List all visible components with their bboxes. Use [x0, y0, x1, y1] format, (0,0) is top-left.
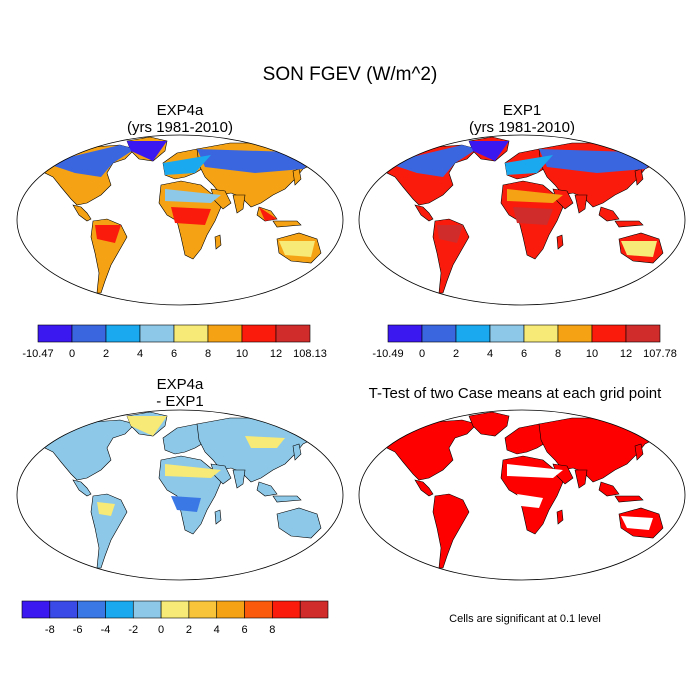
map-difference: [16, 409, 344, 581]
colorbar-tick-label: 8: [555, 348, 561, 360]
panel-4-title-line1: T-Test of two Case means at each grid po…: [368, 385, 662, 402]
colorbar-swatch: [216, 600, 245, 619]
colorbar-exp4a: -10.47 0 2 4 6 8 10 12 108.13: [22, 324, 327, 360]
colorbar-swatch: [387, 324, 423, 343]
significance-note: Cells are significant at 0.1 level: [449, 613, 601, 625]
panel-1-title-line2: (yrs 1981-2010): [127, 119, 233, 136]
colorbar-tick-label: 10: [586, 348, 598, 360]
colorbar-swatch: [173, 324, 209, 343]
colorbar-tick-label: 8: [269, 624, 275, 636]
colorbar-tick-label: 0: [158, 624, 164, 636]
colorbar-swatch: [489, 324, 525, 343]
colorbar-swatch: [557, 324, 593, 343]
colorbar-swatch: [455, 324, 491, 343]
figure-title: SON FGEV (W/m^2): [262, 64, 438, 85]
colorbar-swatch: [21, 600, 51, 619]
colorbar-swatch: [207, 324, 243, 343]
colorbar-tick-label: 0: [419, 348, 425, 360]
colorbar-tick-label: 0: [69, 348, 75, 360]
colorbar-swatch: [77, 600, 106, 619]
map-exp4a: [16, 134, 344, 306]
panel-3-title: EXP4a - EXP1: [15, 376, 345, 410]
colorbar-tick-label: 8: [205, 348, 211, 360]
colorbar-tick-label: 107.78: [643, 348, 677, 360]
panel-3-title-line2: - EXP1: [156, 393, 204, 410]
colorbar-swatch: [241, 324, 277, 343]
colorbar-tick-label: 12: [620, 348, 632, 360]
colorbar-swatch: [105, 600, 134, 619]
map-exp1: [358, 134, 686, 306]
colorbar-tick-label: 6: [241, 624, 247, 636]
colorbar-tick-label: 4: [214, 624, 220, 636]
colorbar-swatch: [625, 324, 661, 343]
colorbar-tick-label: -4: [101, 624, 111, 636]
colorbar-swatch: [523, 324, 559, 343]
colorbar-tick-label: -10.49: [372, 348, 403, 360]
colorbar-swatch: [132, 600, 162, 619]
colorbar-difference: -8 -6 -4 -2 0 2 4 6 8: [21, 600, 329, 636]
colorbar-exp1: -10.49 0 2 4 6 8 10 12 107.78: [372, 324, 677, 360]
colorbar-tick-label: 108.13: [293, 348, 327, 360]
panel-1-title-line1: EXP4a: [156, 102, 204, 119]
colorbar-tick-label: -8: [45, 624, 55, 636]
colorbar-tick-label: -2: [128, 624, 138, 636]
colorbar-swatch: [299, 600, 329, 619]
colorbar-swatch: [105, 324, 141, 343]
colorbar-tick-label: -10.47: [22, 348, 53, 360]
colorbar-tick-label: 2: [103, 348, 109, 360]
colorbar-swatch: [37, 324, 73, 343]
colorbar-tick-label: 6: [171, 348, 177, 360]
panel-2-title: EXP1 (yrs 1981-2010): [357, 102, 687, 136]
panel-2-title-line2: (yrs 1981-2010): [469, 119, 575, 136]
colorbar-swatch: [188, 600, 218, 619]
map-ttest: [358, 409, 686, 581]
colorbar-tick-label: 4: [487, 348, 493, 360]
panel-2-title-line1: EXP1: [502, 102, 542, 119]
panel-1-title: EXP4a (yrs 1981-2010): [15, 102, 345, 136]
colorbar-tick-label: -6: [73, 624, 83, 636]
colorbar-tick-label: 10: [236, 348, 248, 360]
colorbar-swatch: [71, 324, 107, 343]
colorbar-tick-label: 6: [521, 348, 527, 360]
colorbar-swatch: [421, 324, 457, 343]
colorbar-swatch: [244, 600, 273, 619]
colorbar-tick-label: 4: [137, 348, 143, 360]
colorbar-swatch: [139, 324, 175, 343]
colorbar-swatch: [591, 324, 627, 343]
panel-4-title: T-Test of two Case means at each grid po…: [335, 385, 695, 402]
colorbar-tick-label: 2: [186, 624, 192, 636]
colorbar-tick-label: 2: [453, 348, 459, 360]
colorbar-tick-label: 12: [270, 348, 282, 360]
colorbar-swatch: [49, 600, 78, 619]
colorbar-swatch: [272, 600, 301, 619]
colorbar-swatch: [275, 324, 311, 343]
colorbar-swatch: [160, 600, 190, 619]
panel-3-title-line1: EXP4a: [156, 376, 204, 393]
